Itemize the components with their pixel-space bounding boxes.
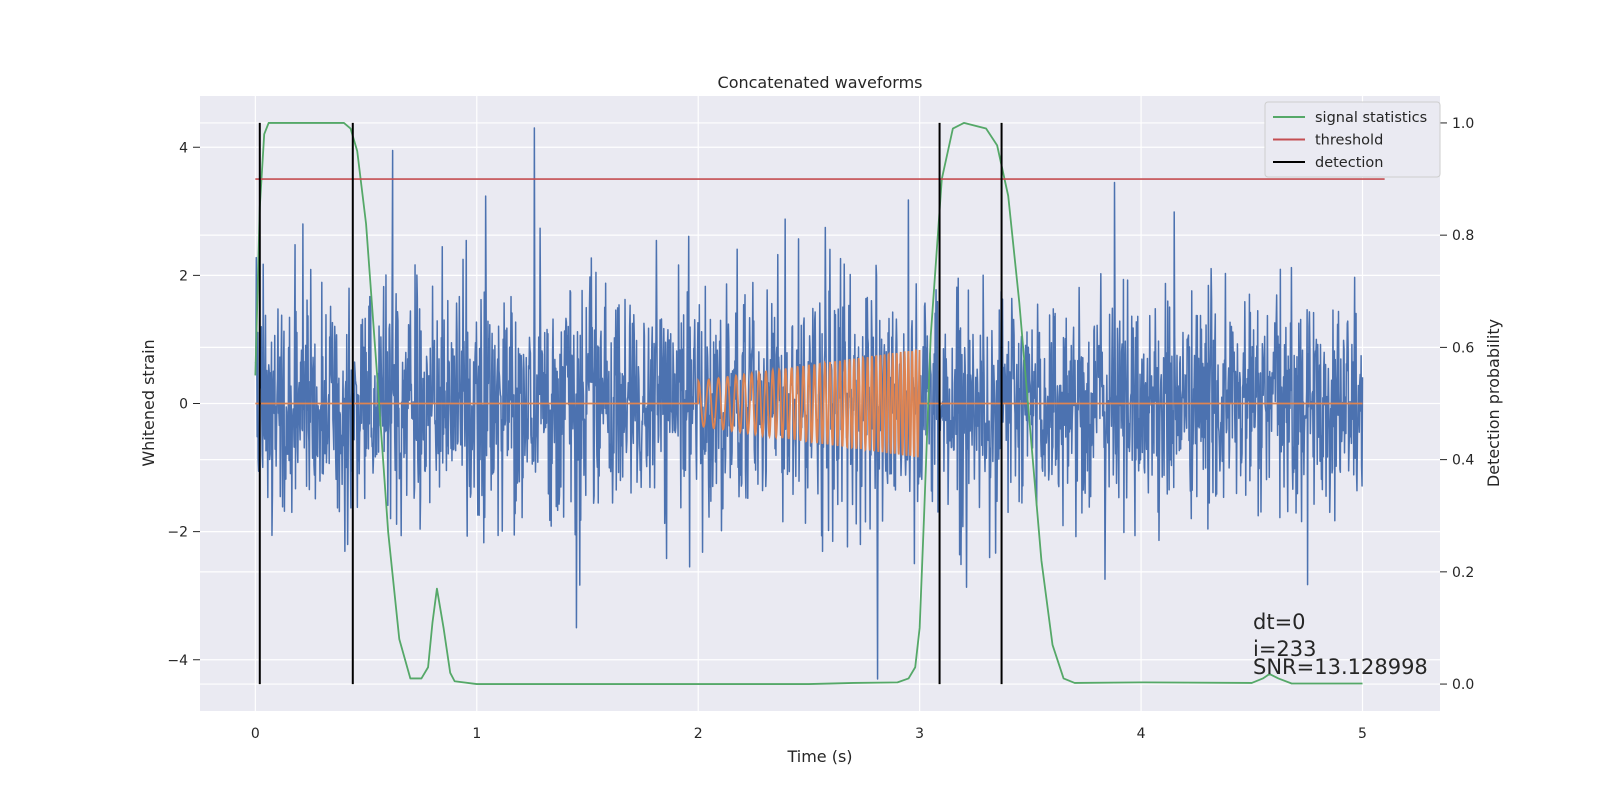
y-tick-label-left: −2 — [167, 525, 188, 541]
x-tick-label: 3 — [915, 726, 924, 742]
annotation-dt: dt=0 — [1253, 610, 1306, 634]
x-tick-label: 0 — [251, 726, 260, 742]
y-tick-label-right: 1.0 — [1452, 116, 1474, 132]
annotation-snr: SNR=13.128998 — [1253, 655, 1428, 679]
y-tick-label-right: 0.0 — [1452, 677, 1474, 693]
signal-statistics-line — [254, 122, 1363, 685]
x-tick-label: 1 — [472, 726, 481, 742]
y-tick-label-right: 0.2 — [1452, 565, 1474, 581]
y-tick-label-right: 0.8 — [1452, 228, 1474, 244]
x-axis-label: Time (s) — [786, 747, 852, 766]
y-tick-label-left: −4 — [167, 653, 188, 669]
x-tick-label: 5 — [1358, 726, 1367, 742]
y-tick-label-left: 0 — [179, 397, 188, 413]
ticks-layer: 0 1 2 3 4 5 −4 −2 0 2 4 0.0 0.2 0.4 0.6 0.8 1.0 — [167, 116, 1474, 742]
strain-line — [254, 127, 1364, 680]
x-tick-label: 2 — [694, 726, 703, 742]
y-axis-label-right: Detection probability — [1484, 319, 1503, 487]
legend-label: signal statistics — [1315, 110, 1427, 126]
legend: signal statistics threshold detection — [1264, 101, 1441, 178]
chirp-line — [255, 349, 1363, 458]
y-axis-label-left: Whitened strain — [139, 339, 158, 466]
y-tick-label-left: 4 — [179, 140, 188, 156]
y-tick-label-right: 0.6 — [1452, 340, 1474, 356]
x-tick-label: 4 — [1137, 726, 1146, 742]
series-layer — [254, 122, 1385, 685]
y-tick-label-left: 2 — [179, 268, 188, 284]
y-tick-label-right: 0.4 — [1452, 453, 1474, 469]
legend-label: detection — [1315, 155, 1383, 171]
annotation-i: i=233 — [1253, 637, 1317, 661]
chart-title: Concatenated waveforms — [718, 73, 923, 92]
legend-label: threshold — [1315, 133, 1383, 149]
legend-box — [1264, 101, 1441, 178]
